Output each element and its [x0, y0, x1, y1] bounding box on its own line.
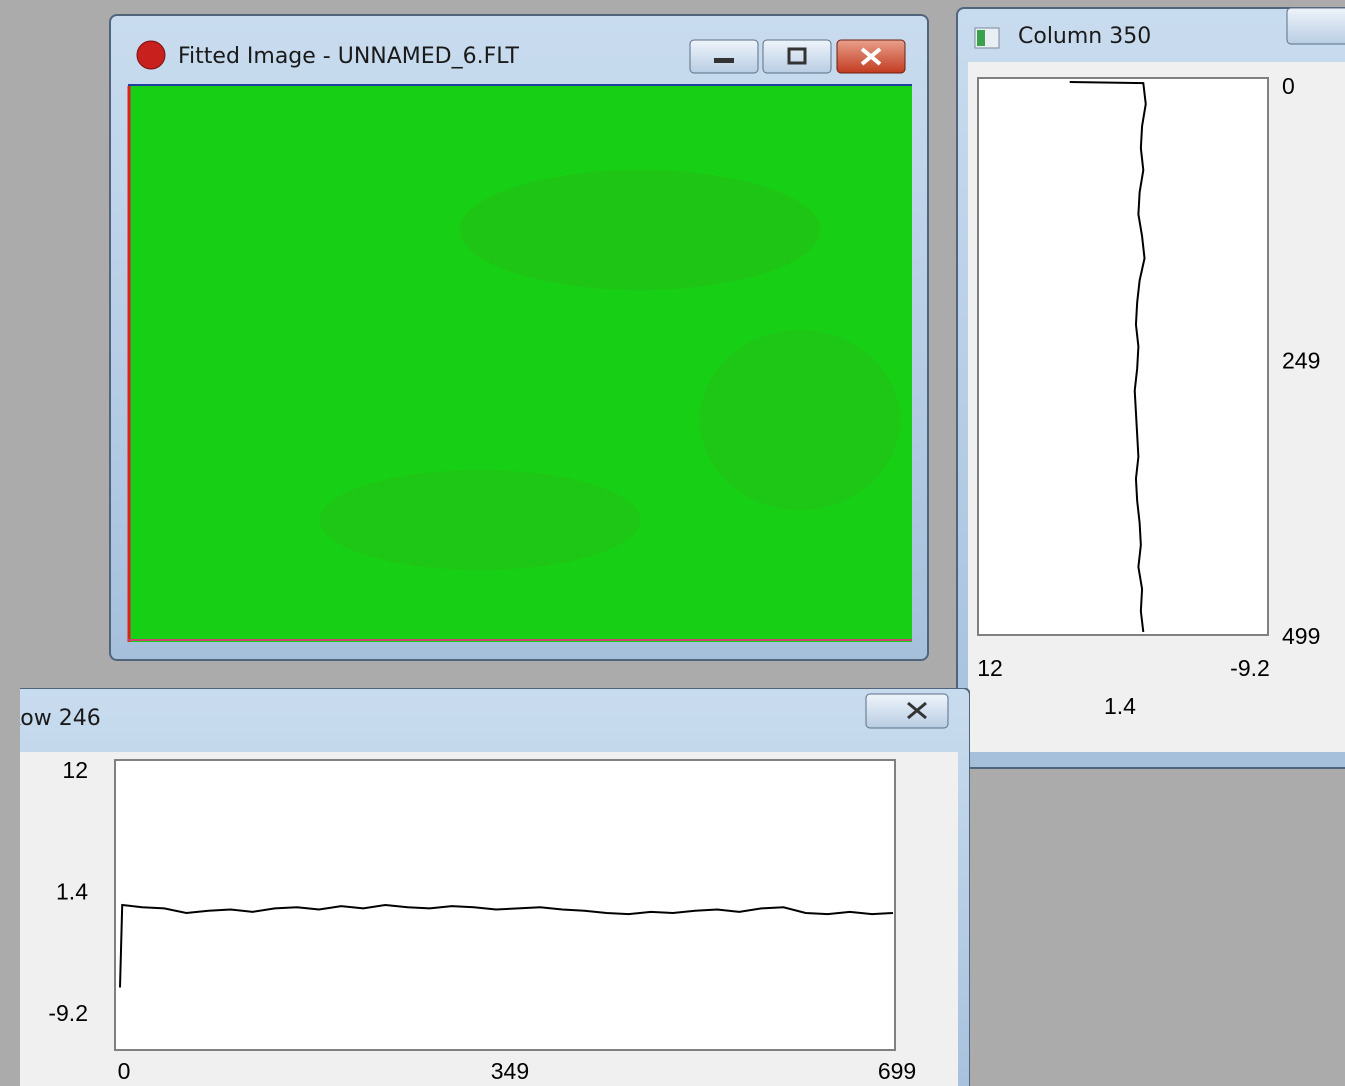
- y-tick-label: 12: [62, 757, 88, 783]
- index-tick-label: 0: [1282, 73, 1295, 99]
- x-tick-label: 699: [878, 1058, 916, 1084]
- value-tick-label: 12: [977, 655, 1003, 681]
- window-title: Row 246: [6, 706, 101, 731]
- image-texture: [460, 170, 820, 290]
- value-tick-label: -9.2: [1230, 655, 1270, 681]
- app-icon-part: [977, 30, 985, 46]
- x-tick-label: 0: [118, 1058, 131, 1084]
- window-title: Column 350: [1018, 24, 1151, 49]
- close-button[interactable]: [866, 694, 948, 728]
- row-window: Row 246 0 349 699 12 1.4 -9.2: [6, 688, 970, 1086]
- index-tick-label: 499: [1282, 623, 1320, 649]
- window-title: Fitted Image - UNNAMED_6.FLT: [178, 44, 519, 69]
- image-texture: [700, 330, 900, 510]
- y-tick-label: -9.2: [48, 1000, 88, 1026]
- x-tick-label: 349: [491, 1058, 529, 1084]
- fitted-image-window: Fitted Image - UNNAMED_6.FLT: [110, 15, 928, 660]
- plot-area: [115, 760, 895, 1050]
- minimize-button[interactable]: [690, 40, 758, 73]
- column-window: Column 350: [957, 8, 1345, 768]
- value-tick-label: 1.4: [1104, 693, 1136, 719]
- image-texture: [320, 470, 640, 570]
- y-tick-label: 1.4: [56, 879, 88, 905]
- index-tick-label: 249: [1282, 348, 1320, 374]
- close-button[interactable]: [1287, 8, 1345, 44]
- app-icon: [137, 41, 165, 69]
- desktop: Fitted Image - UNNAMED_6.FLT Column 350 …: [0, 0, 1345, 1086]
- plot-area: [978, 78, 1268, 635]
- page: Fitted Image - UNNAMED_6.FLT Column 350 …: [0, 0, 1345, 1086]
- maximize-button[interactable]: [763, 40, 831, 73]
- minimize-glyph: [714, 58, 734, 63]
